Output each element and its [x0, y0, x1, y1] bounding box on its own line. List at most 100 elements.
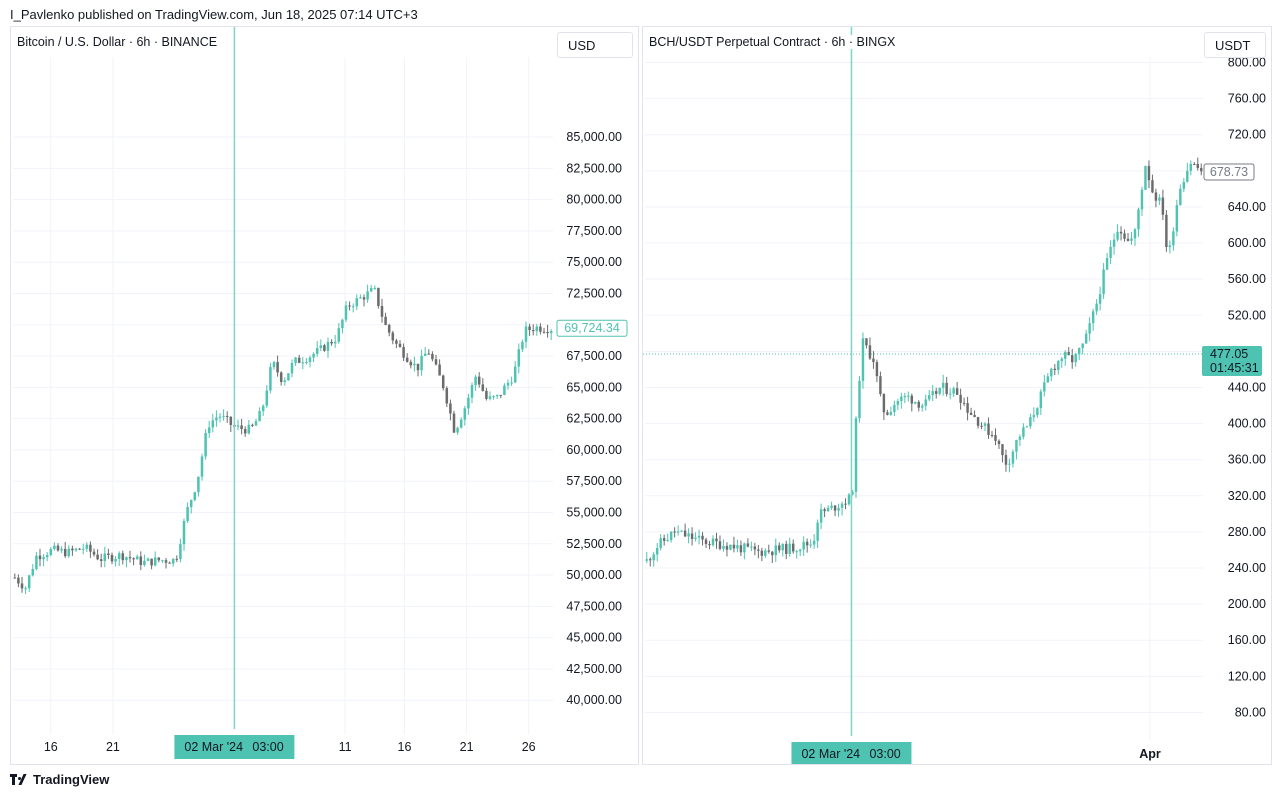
candle-body — [1172, 231, 1175, 246]
candle-body — [928, 395, 931, 400]
candle-body — [917, 401, 920, 408]
candle-body — [434, 359, 438, 365]
candle-body — [1025, 426, 1029, 428]
candle-body — [305, 361, 308, 363]
candle-body — [114, 558, 117, 562]
candle-body — [261, 405, 265, 412]
candle-body — [872, 358, 875, 363]
candle-body — [467, 397, 470, 409]
candle-body — [802, 541, 805, 550]
tradingview-brand[interactable]: TradingView — [10, 772, 109, 787]
candle-body — [186, 507, 189, 522]
candle-body — [1161, 197, 1165, 215]
candle-body — [907, 395, 910, 397]
candle-body — [391, 332, 395, 341]
candle-body — [1070, 355, 1074, 363]
candle-body — [987, 423, 990, 435]
candle-body — [143, 560, 146, 565]
candle-body — [445, 388, 449, 404]
btc-chart-panel[interactable]: 40,000.00 42,500.00 45,000.00 47,500.00 50,0… — [10, 26, 639, 765]
candle-body — [662, 538, 666, 541]
bch-currency-button[interactable]: USDT — [1204, 32, 1266, 58]
candle-body — [711, 538, 715, 546]
candle-body — [1001, 444, 1004, 456]
y-tick-label: 120.00 — [1228, 669, 1266, 683]
candle-body — [121, 553, 125, 561]
crosshair-date-label: 02 Mar '24 — [801, 747, 860, 761]
current-price-box — [1202, 346, 1262, 377]
candle-body — [38, 555, 42, 560]
candle-body — [882, 394, 886, 413]
candle-body — [655, 548, 659, 555]
candle-body — [1032, 415, 1036, 418]
candle-body — [506, 382, 510, 386]
candle-body — [1064, 352, 1067, 359]
y-tick-label: 400.00 — [1228, 417, 1266, 431]
candle-body — [459, 419, 463, 428]
candle-body — [539, 326, 542, 332]
candle-body — [269, 367, 272, 391]
candle-body — [96, 554, 99, 560]
candle-body — [875, 362, 879, 377]
candle-body — [973, 414, 976, 418]
btc-chart-canvas[interactable]: 40,000.00 42,500.00 45,000.00 47,500.00 50,0… — [11, 27, 638, 764]
y-tick-label: 280.00 — [1228, 525, 1266, 539]
candle-body — [1123, 233, 1126, 239]
candle-body — [279, 372, 283, 382]
candle-body — [1179, 188, 1182, 206]
candle-body — [774, 545, 778, 556]
candle-body — [366, 291, 369, 300]
y-tick-label: 45,000.00 — [566, 631, 622, 645]
candle-body — [542, 331, 546, 333]
candle-body — [1158, 197, 1161, 201]
candle-body — [452, 413, 456, 433]
candle-body — [750, 546, 753, 548]
candle-body — [197, 476, 200, 493]
candle-body — [757, 549, 760, 551]
candle-body — [218, 416, 222, 418]
candle-body — [312, 353, 315, 358]
candle-body — [1116, 231, 1119, 240]
candle-body — [171, 558, 175, 564]
candle-body — [732, 544, 736, 549]
candle-body — [1053, 368, 1057, 371]
candle-body — [680, 530, 683, 532]
last-price-box — [1203, 163, 1255, 181]
candle-body — [125, 557, 128, 561]
candle-body — [438, 364, 441, 376]
candle-body — [994, 435, 997, 441]
btc-currency-button[interactable]: USD — [557, 32, 633, 58]
tradingview-logo-icon — [10, 774, 28, 785]
candle-body — [60, 548, 63, 551]
y-tick-label: 65,000.00 — [566, 380, 622, 394]
candle-body — [659, 538, 662, 549]
candle-body — [31, 568, 35, 576]
x-tick-label: 21 — [460, 740, 474, 754]
candle-body — [805, 541, 809, 546]
candle-body — [1133, 229, 1137, 239]
candle-body — [718, 541, 722, 549]
publish-info: I_Pavlenko published on TradingView.com,… — [10, 7, 418, 22]
candle-body — [157, 557, 161, 561]
y-tick-label: 52,500.00 — [566, 537, 622, 551]
candle-body — [969, 412, 973, 415]
candle-body — [1140, 189, 1144, 210]
candle-body — [955, 388, 959, 395]
last-price-box — [556, 319, 628, 337]
crosshair-date-label: 02 Mar '24 — [184, 740, 243, 754]
candle-body — [858, 380, 861, 419]
candle-body — [1077, 348, 1081, 354]
candle-body — [743, 543, 746, 553]
candle-body — [294, 357, 297, 363]
bch-chart-canvas[interactable]: 80.00 120.00 160.00 200.00 240.00 280.00 320.0… — [643, 27, 1271, 764]
candle-body — [1018, 436, 1022, 440]
candle-body — [886, 412, 889, 415]
candle-body — [423, 353, 427, 356]
candle-body — [265, 390, 269, 406]
bch-chart-panel[interactable]: 80.00 120.00 160.00 200.00 240.00 280.00 320.0… — [642, 26, 1272, 765]
last-price-label: 678.73 — [1210, 165, 1248, 179]
candle-body — [463, 408, 467, 420]
candle-body — [931, 391, 934, 396]
candle-body — [359, 297, 362, 299]
candle-body — [74, 548, 78, 551]
